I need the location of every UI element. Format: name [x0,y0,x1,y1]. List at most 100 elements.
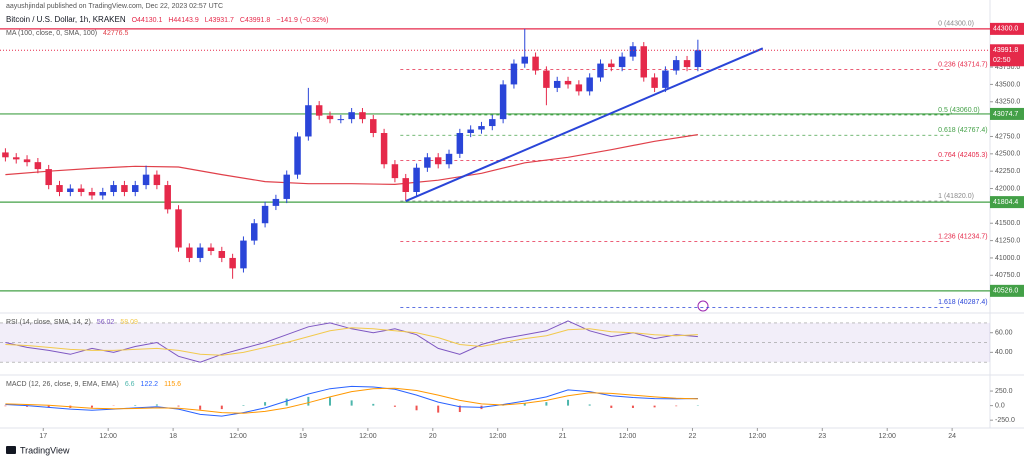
x-tick-label: 12:00 [749,433,767,440]
histogram-bar [567,399,570,406]
x-tick-label: 12:00 [878,433,896,440]
candle-body [424,157,431,168]
candle-body [207,247,215,251]
candle-body [67,188,74,192]
histogram-bar [631,405,634,408]
candle-body [88,192,96,196]
candle-body [175,209,182,248]
candle-body [23,159,31,163]
histogram-bar [307,396,310,406]
legend-text: 42776.5 [103,30,128,37]
candle-body [2,152,9,158]
legend-text: 56.02 [97,319,115,326]
event-icon [697,300,709,312]
candle-body [651,77,658,88]
candle-body [608,63,615,68]
countdown-label: 02:50 [993,57,1011,64]
histogram-bar [350,400,353,406]
candle-body [132,185,139,192]
histogram-bar [610,405,613,408]
x-tick-label: 24 [948,433,956,440]
histogram-bar [523,403,526,406]
legend-text: 115.6 [164,381,181,388]
candle-body [34,162,42,170]
candle-body [564,80,572,85]
candle-body [99,192,107,196]
candle-body [251,223,258,241]
histogram-bar [264,402,267,406]
histogram-bar [653,405,656,408]
candle-body [218,251,226,258]
candle-body [532,56,539,71]
candle-body [489,119,496,127]
y-tick-label: 42000.0 [995,185,1020,192]
x-tick-label: 12:00 [229,433,247,440]
fib-label: 1.618 (40287.4) [938,299,987,306]
candle-body [315,105,323,116]
brand: TradingView [20,445,70,455]
brand-logo [6,446,16,454]
candle-body [110,185,117,192]
candle-body [196,247,204,258]
candle-body [445,153,453,165]
y-tick-label: 43750.0 [995,64,1020,71]
histogram-bar [372,403,375,406]
candle-body [326,115,334,120]
legend-text: 6.6 [125,381,135,388]
legend-text: MA (100, close, 0, SMA, 100) [6,30,97,37]
histogram-bar [26,405,29,407]
candle-body [662,70,669,88]
candle-body [186,247,193,258]
histogram-bar [155,404,158,406]
candle-body [402,178,409,192]
fib-label: 0.618 (42767.4) [938,127,987,134]
candle-body [467,129,474,133]
legend-text: −141.9 (−0.32%) [276,17,328,24]
legend-text: C43991.8 [240,17,270,24]
level-tag-label: 43074.7 [993,111,1018,118]
candle-body [575,84,583,92]
candle-body [629,46,637,57]
candle-body [77,188,85,192]
legend-text: L43931.7 [205,17,234,24]
legend-text: RSI (14, close, SMA, 14, 2) [6,319,91,326]
candle-body [305,105,312,137]
x-tick-label: 12:00 [489,433,507,440]
candle-body [478,126,485,130]
candle-body [370,119,377,133]
candle-body [553,80,561,88]
histogram-bar [437,405,440,413]
footer: TradingView [6,445,70,455]
candle-body [543,70,550,88]
level-tag [990,107,1024,120]
fib-label: 1.236 (41234.7) [938,233,987,240]
y-tick-label: 41500.0 [995,220,1020,227]
candle-body [499,84,507,120]
histogram-bar [134,405,137,406]
candle-body [456,133,464,154]
candle-body [229,257,236,269]
legend-text: Bitcoin / U.S. Dollar, 1h, KRAKEN [6,15,126,24]
histogram-bar [545,402,548,406]
legend-text: O44130.1 [132,17,163,24]
x-tick-label: 20 [429,433,437,440]
y-tick-label: 42750.0 [995,133,1020,140]
histogram-bar [675,405,678,407]
x-tick-label: 21 [559,433,567,440]
x-tick-label: 12:00 [99,433,117,440]
y-tick-label: 250.0 [995,388,1013,395]
candle-body [640,46,648,78]
x-tick-label: 18 [169,433,177,440]
moving-average [5,134,698,186]
candle-body [121,185,128,192]
candle-body [12,157,20,160]
fib-label: 0 (44300.0) [938,21,974,28]
candle-body [294,136,301,175]
histogram-bar [199,405,202,410]
y-tick-label: 41250.0 [995,237,1020,244]
candle-body [510,63,518,85]
candle-body [359,112,366,120]
y-tick-label: 42250.0 [995,168,1020,175]
candle-body [391,164,399,179]
candle-body [672,60,680,71]
